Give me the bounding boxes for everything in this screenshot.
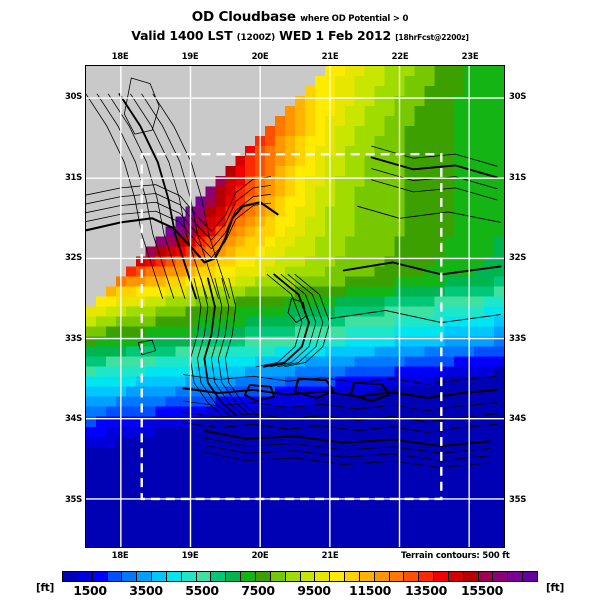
colorbar-tick-labels: 1500 3500 5500 7500 9500 11500 13500 15500 — [0, 583, 600, 599]
lon-tick-top: 21E — [321, 52, 339, 62]
terrain-contour-note: Terrain contours: 500 ft — [401, 551, 510, 561]
terrain-contour-lines — [86, 77, 502, 469]
page-subtitle: Valid 1400 LST (1200Z) WED 1 Feb 2012 [1… — [0, 28, 600, 43]
colorbar-tick-label: 11500 — [349, 583, 391, 598]
colorbar-unit-right: [ft] — [546, 582, 564, 594]
lat-tick-right: 33S — [509, 333, 527, 344]
map-canvas — [86, 66, 504, 547]
colorbar-swatch — [315, 572, 331, 581]
page-title: OD Cloudbase where OD Potential > 0 — [0, 9, 600, 25]
title-main: OD Cloudbase — [191, 9, 296, 25]
colorbar-swatch — [152, 572, 167, 581]
colorbar-swatch — [211, 572, 227, 581]
colorbar-swatch — [270, 572, 286, 581]
colorbar-legend: [ft] [ft] 1500 3500 5500 7500 9500 11500 13500… — [0, 568, 600, 600]
lat-tick-right: 35S — [509, 494, 527, 505]
lon-tick-bottom: 19E — [181, 551, 199, 561]
lat-lon-gridlines — [86, 66, 504, 547]
colorbar-swatch — [330, 572, 346, 581]
colorbar-swatch — [241, 572, 256, 581]
lon-tick-top: 22E — [391, 52, 409, 62]
colorbar-tick-label: 15500 — [461, 583, 503, 598]
lon-tick-top: 19E — [181, 52, 199, 62]
colorbar-swatch — [255, 572, 271, 581]
lat-tick-left: 31S — [64, 172, 82, 183]
colorbar-swatch — [63, 572, 78, 581]
lat-tick-left: 34S — [64, 414, 82, 425]
colorbar-swatch — [508, 572, 524, 581]
inner-domain-box — [140, 152, 443, 501]
lon-tick-bottom: 21E — [321, 551, 339, 561]
forecast-map-panel[interactable] — [85, 65, 505, 548]
lon-tick-top: 20E — [251, 52, 269, 62]
colorbar-swatch — [300, 572, 316, 581]
colorbar-swatch — [181, 572, 197, 581]
colorbar-swatch — [166, 572, 182, 581]
lon-tick-bottom: 20E — [251, 551, 269, 561]
lat-tick-left: 30S — [64, 92, 82, 103]
colorbar-swatch — [434, 572, 449, 581]
colorbar-swatch — [345, 572, 360, 581]
subtitle-valid-day: WED 1 Feb 2012 — [279, 28, 392, 43]
lon-tick-top: 23E — [461, 52, 479, 62]
colorbar-swatch — [493, 572, 509, 581]
colorbar-swatch — [285, 572, 301, 581]
colorbar-tick-label: 7500 — [241, 583, 275, 598]
colorbar-swatch — [359, 572, 375, 581]
subtitle-utc-time: (1200Z) — [236, 33, 276, 43]
colorbar-tick-label: 5500 — [185, 583, 219, 598]
title-qualifier: where OD Potential > 0 — [300, 14, 409, 24]
lat-tick-right: 34S — [509, 414, 527, 425]
colorbar-swatch — [77, 572, 93, 581]
colorbar-tick-label: 3500 — [129, 583, 163, 598]
subtitle-valid-time: Valid 1400 LST — [131, 28, 233, 43]
colorbar-swatch — [389, 572, 405, 581]
lat-tick-right: 31S — [509, 172, 527, 183]
lon-tick-top: 18E — [111, 52, 129, 62]
colorbar-swatch — [478, 572, 494, 581]
colorbar-swatch — [419, 572, 435, 581]
colorbar-swatch — [523, 572, 537, 581]
subtitle-forecast-tag: [18hrFcst@2200z] — [395, 33, 469, 42]
lat-tick-left: 33S — [64, 333, 82, 344]
lon-tick-bottom: 18E — [111, 551, 129, 561]
colorbar-swatch — [448, 572, 464, 581]
colorbar-swatch — [92, 572, 108, 581]
colorbar-swatch — [463, 572, 479, 581]
colorbar-swatches[interactable] — [62, 571, 538, 582]
lat-tick-left: 35S — [64, 494, 82, 505]
colorbar-tick-label: 13500 — [405, 583, 447, 598]
colorbar-swatch — [122, 572, 138, 581]
colorbar-swatch — [196, 572, 212, 581]
colorbar-swatch — [137, 572, 153, 581]
colorbar-swatch — [107, 572, 123, 581]
colorbar-swatch — [374, 572, 390, 581]
lat-tick-right: 32S — [509, 253, 527, 264]
colorbar-swatch — [404, 572, 420, 581]
colorbar-tick-label: 9500 — [297, 583, 331, 598]
lat-tick-left: 32S — [64, 253, 82, 264]
colorbar-swatch — [226, 572, 242, 581]
colorbar-tick-label: 1500 — [73, 583, 107, 598]
lat-tick-right: 30S — [509, 92, 527, 103]
colorbar-unit-left: [ft] — [36, 582, 54, 594]
